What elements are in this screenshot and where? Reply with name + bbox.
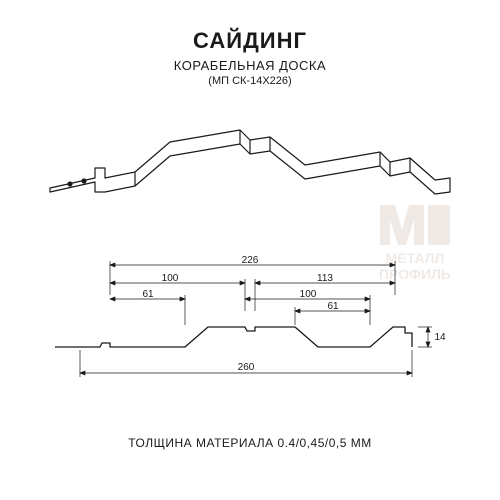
perspective-drawing	[40, 120, 460, 215]
dim-113: 113	[317, 273, 333, 284]
product-title: САЙДИНГ	[0, 28, 500, 54]
dim-100b: 100	[300, 289, 317, 300]
dim-61b: 61	[327, 301, 339, 312]
product-subtitle: КОРАБЕЛЬНАЯ ДОСКА	[0, 58, 500, 73]
dim-14: 14	[434, 332, 446, 343]
dim-61a: 61	[142, 289, 154, 300]
title-block: САЙДИНГ КОРАБЕЛЬНАЯ ДОСКА (МП СК-14Х226)	[0, 0, 500, 87]
product-model: (МП СК-14Х226)	[0, 75, 500, 87]
material-thickness: ТОЛЩИНА МАТЕРИАЛА 0.4/0,45/0,5 ММ	[0, 436, 500, 450]
dim-100a: 100	[162, 273, 179, 284]
dim-260: 260	[238, 362, 255, 373]
dim-226: 226	[242, 255, 259, 266]
technical-drawing: 226 100 113 61 100 61 14 260	[50, 255, 450, 395]
